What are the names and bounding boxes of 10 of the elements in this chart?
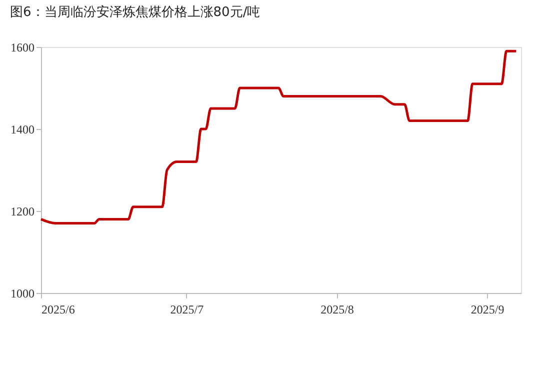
x-tick-label: 2025/6 <box>42 302 75 316</box>
chart-title: 图6：当周临汾安泽炼焦煤价格上涨80元/吨 <box>10 4 260 20</box>
x-tick-label: 2025/8 <box>320 302 354 316</box>
y-tick-label: 1000 <box>10 286 34 300</box>
line-series <box>40 50 518 225</box>
x-tick-label: 2025/9 <box>470 302 504 316</box>
y-tick-label: 1200 <box>10 204 34 218</box>
y-tick-label: 1600 <box>10 40 34 54</box>
y-tick-label: 1400 <box>10 122 34 136</box>
x-tick-label: 2025/7 <box>170 302 204 316</box>
